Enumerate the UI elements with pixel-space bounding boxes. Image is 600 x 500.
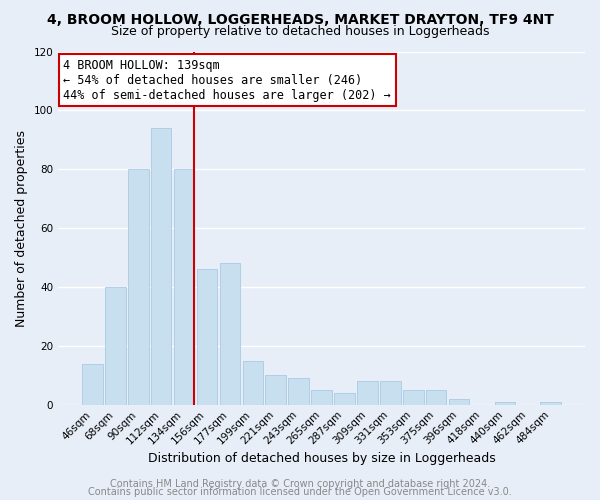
- Text: Contains HM Land Registry data © Crown copyright and database right 2024.: Contains HM Land Registry data © Crown c…: [110, 479, 490, 489]
- Bar: [311, 390, 332, 404]
- Text: 4 BROOM HOLLOW: 139sqm
← 54% of detached houses are smaller (246)
44% of semi-de: 4 BROOM HOLLOW: 139sqm ← 54% of detached…: [64, 58, 391, 102]
- Bar: [426, 390, 446, 404]
- Bar: [82, 364, 103, 405]
- Text: Contains public sector information licensed under the Open Government Licence v3: Contains public sector information licen…: [88, 487, 512, 497]
- Bar: [357, 381, 378, 404]
- Bar: [403, 390, 424, 404]
- Bar: [197, 270, 217, 404]
- X-axis label: Distribution of detached houses by size in Loggerheads: Distribution of detached houses by size …: [148, 452, 496, 465]
- Bar: [265, 376, 286, 404]
- Bar: [334, 393, 355, 404]
- Bar: [449, 399, 469, 404]
- Bar: [174, 169, 194, 404]
- Bar: [380, 381, 401, 404]
- Bar: [541, 402, 561, 404]
- Bar: [220, 264, 240, 404]
- Y-axis label: Number of detached properties: Number of detached properties: [15, 130, 28, 326]
- Bar: [105, 287, 125, 405]
- Bar: [242, 360, 263, 405]
- Text: 4, BROOM HOLLOW, LOGGERHEADS, MARKET DRAYTON, TF9 4NT: 4, BROOM HOLLOW, LOGGERHEADS, MARKET DRA…: [47, 12, 553, 26]
- Bar: [128, 169, 149, 404]
- Bar: [289, 378, 309, 404]
- Bar: [151, 128, 172, 404]
- Text: Size of property relative to detached houses in Loggerheads: Size of property relative to detached ho…: [111, 25, 489, 38]
- Bar: [494, 402, 515, 404]
